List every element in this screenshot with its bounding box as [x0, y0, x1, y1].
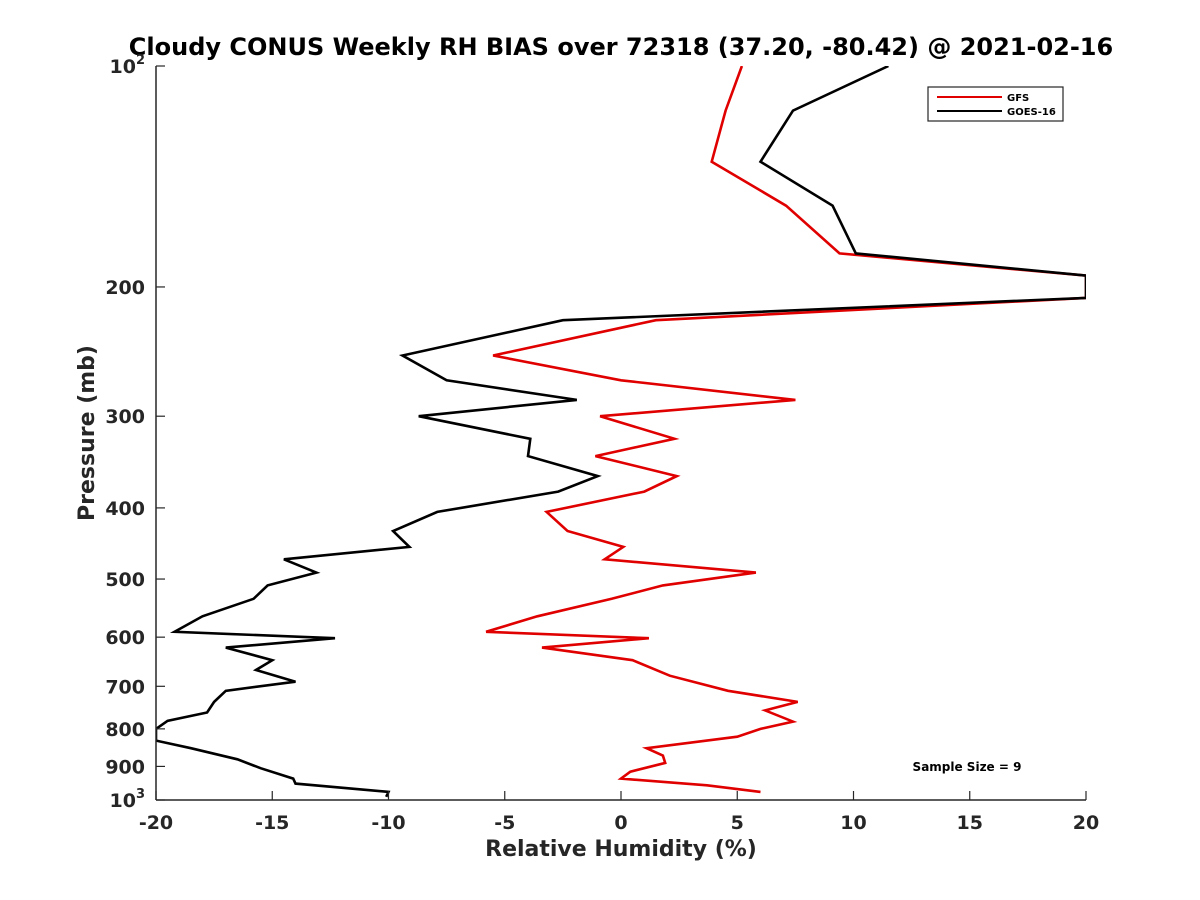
sample-size-annotation: Sample Size = 9 [913, 760, 1022, 774]
y-tick-label: 200 [105, 277, 145, 299]
y-tick-label: 500 [105, 569, 145, 591]
x-tick-label: -15 [255, 812, 289, 834]
x-tick-label: -20 [139, 812, 173, 834]
y-tick-label-power: 102 [110, 53, 146, 78]
y-tick-label: 300 [105, 406, 145, 428]
y-tick-label: 400 [105, 498, 145, 520]
y-tick-label: 600 [105, 627, 145, 649]
series-line-gfs [485, 66, 1086, 794]
x-tick-label: 0 [614, 812, 627, 834]
x-tick-label: -5 [494, 812, 515, 834]
x-tick-label: 15 [957, 812, 983, 834]
y-tick-label: 700 [105, 676, 145, 698]
plot-lines [156, 66, 1086, 798]
x-tick-label: 20 [1073, 812, 1099, 834]
x-axis-title: Relative Humidity (%) [485, 837, 757, 862]
legend-box [927, 86, 1064, 122]
chart-title: Cloudy CONUS Weekly RH BIAS over 72318 (… [129, 33, 1113, 61]
y-ticks: 200 300 400 500 600 700 800 900 102 103 [105, 53, 165, 812]
x-tick-label: -10 [371, 812, 405, 834]
x-tick-label: 10 [840, 812, 866, 834]
x-tick-label: 5 [731, 812, 744, 834]
series-line-goes16 [156, 66, 1086, 798]
y-axis-title: Pressure (mb) [75, 345, 100, 521]
y-tick-label-power: 103 [110, 787, 146, 812]
y-tick-label: 900 [105, 756, 145, 778]
legend-label-gfs: GFS [1007, 93, 1029, 104]
y-tick-label: 800 [105, 719, 145, 741]
legend-label-goes16: GOES-16 [1007, 107, 1056, 118]
legend: GFS GOES-16 [927, 86, 1064, 122]
x-ticks: -20 -15 -10 -5 0 5 10 15 20 [139, 791, 1099, 834]
